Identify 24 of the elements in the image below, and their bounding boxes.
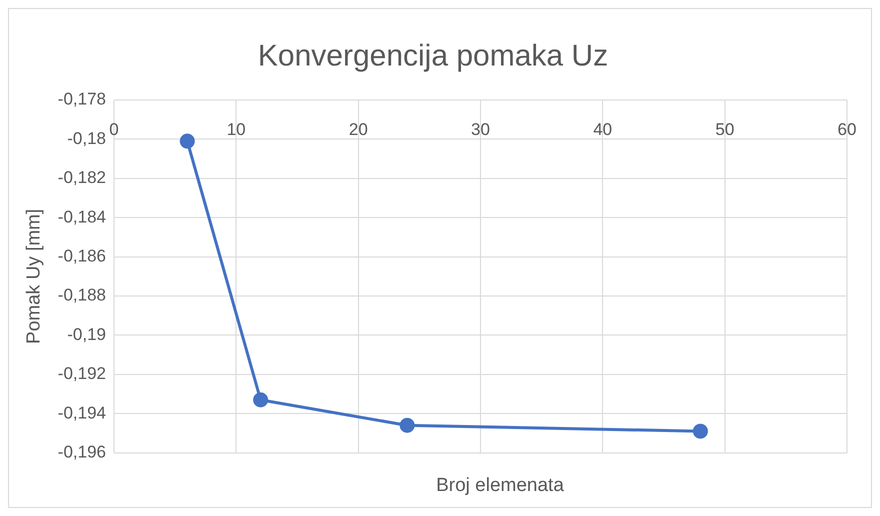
x-tick-label: 0 bbox=[109, 120, 119, 139]
y-tick-label: -0,196 bbox=[58, 442, 106, 462]
y-tick-label: -0,182 bbox=[58, 168, 106, 188]
x-axis-title: Broj elemenata bbox=[435, 474, 565, 498]
x-tick-label: 10 bbox=[226, 120, 246, 139]
x-tick-label: 60 bbox=[838, 120, 856, 139]
point bbox=[692, 424, 708, 439]
y-tick-label: -0,192 bbox=[58, 364, 106, 384]
point bbox=[253, 392, 268, 408]
y-tick-label: -0,19 bbox=[67, 324, 106, 344]
x-tick-label: 30 bbox=[471, 120, 490, 139]
x-tick-label: 20 bbox=[348, 120, 368, 139]
y-tick-label: -0,194 bbox=[58, 403, 106, 422]
y-tick-label: -0,184 bbox=[58, 207, 106, 226]
y-tick-label: -0,18 bbox=[67, 128, 106, 148]
y-axis-title: Pomak Uy [mm] bbox=[24, 208, 45, 344]
point bbox=[180, 134, 195, 149]
y-tick-label: -0,188 bbox=[58, 286, 106, 305]
y-tick-label: -0,186 bbox=[58, 246, 106, 266]
y-tick-label: -0,178 bbox=[58, 90, 106, 109]
x-tick-label: 40 bbox=[593, 120, 612, 139]
x-tick-label: 50 bbox=[715, 120, 734, 139]
point bbox=[400, 418, 415, 433]
chart-title: Konvergencija pomaka Uz bbox=[258, 39, 608, 72]
